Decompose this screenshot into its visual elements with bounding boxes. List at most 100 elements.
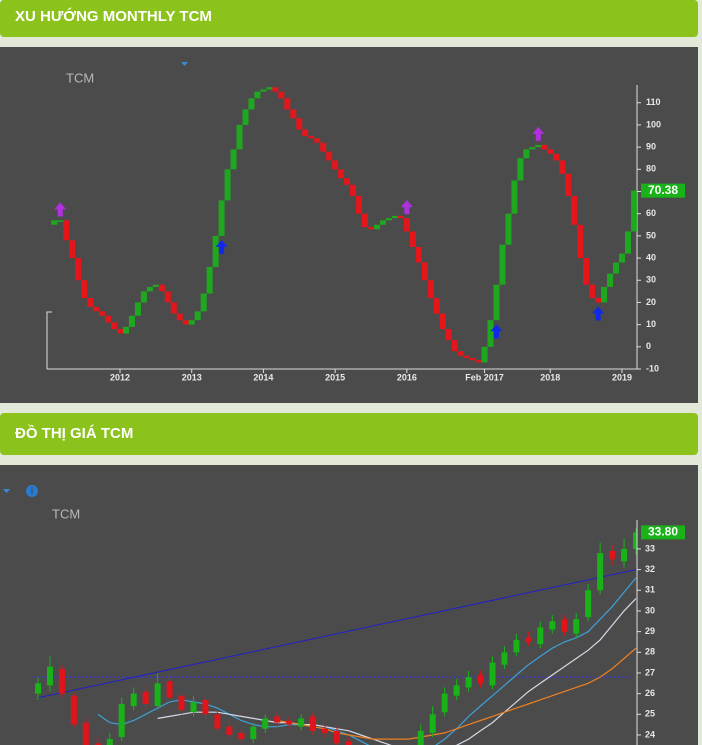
- trend-bar: [117, 329, 123, 334]
- trend-bar: [613, 262, 620, 274]
- candle-body: [345, 741, 352, 745]
- y-tick-label: 110: [646, 97, 661, 107]
- trend-bar: [260, 89, 267, 92]
- trend-bar: [433, 298, 440, 314]
- trend-bar: [409, 231, 416, 247]
- y-tick-label: 30: [646, 275, 656, 285]
- candle-body: [250, 726, 257, 740]
- trend-bar: [547, 149, 554, 154]
- trend-bar: [266, 87, 273, 90]
- x-tick-label: 2018: [540, 372, 560, 382]
- candle-body: [561, 619, 568, 632]
- trend-bar: [630, 190, 637, 232]
- trend-bar: [350, 184, 357, 196]
- trend-bar: [182, 320, 189, 325]
- symbol-label: TCM: [52, 506, 80, 521]
- candle-body: [322, 728, 329, 733]
- trend-bar: [583, 258, 590, 285]
- trend-bar: [290, 109, 297, 119]
- trend-bar: [451, 340, 458, 352]
- trend-bar: [439, 313, 446, 330]
- x-tick-label: Feb 2017: [465, 372, 504, 382]
- candle-body: [286, 720, 293, 725]
- x-tick-label: 2012: [110, 372, 130, 382]
- trend-bar: [75, 258, 82, 281]
- trend-bar: [218, 200, 225, 236]
- trend-bar: [511, 180, 518, 214]
- trend-bar: [565, 173, 572, 196]
- candle-body: [429, 714, 436, 733]
- trend-bar: [624, 231, 631, 254]
- trend-bar: [332, 160, 339, 170]
- trend-bar: [99, 311, 106, 316]
- signal-arrow: [490, 324, 503, 339]
- candle-body: [298, 718, 305, 727]
- trend-bar: [356, 195, 363, 214]
- y-tick-label: 90: [646, 142, 656, 152]
- trend-bar: [254, 91, 261, 99]
- trend-bar: [140, 291, 147, 303]
- trend-bar: [308, 136, 315, 139]
- trend-bar: [445, 329, 452, 341]
- candle-body: [465, 677, 472, 688]
- last-value-box: [641, 183, 685, 198]
- trend-bar: [457, 351, 464, 356]
- x-tick-label: 2016: [397, 372, 417, 382]
- trend-bar: [105, 315, 112, 323]
- trend-bar: [541, 144, 548, 150]
- trend-bar: [248, 98, 255, 110]
- candle-body: [166, 681, 173, 698]
- x-tick-label: 2013: [182, 372, 202, 382]
- trend-bar: [284, 98, 291, 110]
- dropdown-icon[interactable]: [181, 62, 188, 66]
- y-tick-label: 28: [645, 647, 655, 657]
- y-tick-label: 32: [645, 564, 655, 574]
- trend-bar: [224, 169, 231, 201]
- trend-bar: [302, 129, 309, 137]
- trend-bar: [63, 220, 70, 241]
- trend-bar: [296, 118, 303, 130]
- info-icon[interactable]: [26, 485, 38, 497]
- trend-bar: [379, 220, 386, 225]
- y-tick-label: 24: [645, 729, 655, 739]
- trend-bar: [607, 273, 614, 287]
- trend-bar: [553, 153, 560, 161]
- dropdown-icon[interactable]: [3, 489, 10, 493]
- candle-body: [35, 683, 41, 694]
- x-tick-label: 2014: [253, 372, 273, 382]
- chart-panel: [0, 47, 698, 403]
- trend-bar: [475, 360, 482, 363]
- candle-body: [142, 691, 149, 704]
- candle-body: [202, 699, 209, 715]
- y-tick-label: 26: [645, 688, 655, 698]
- y-tick-label: -10: [646, 363, 659, 373]
- candle-body: [417, 730, 424, 745]
- last-value-box: [641, 525, 685, 540]
- candle-body: [190, 701, 197, 713]
- y-tick-label: 25: [645, 709, 655, 719]
- signal-arrow: [400, 200, 413, 215]
- candle-body: [214, 714, 221, 729]
- candle-body: [154, 683, 161, 707]
- trend-bar: [134, 302, 141, 316]
- trend-line: [37, 569, 637, 699]
- trend-bar: [373, 224, 380, 230]
- trend-bar: [421, 262, 428, 281]
- y-tick-label: 0: [646, 341, 651, 351]
- candle-body: [178, 695, 185, 711]
- candle-body: [501, 652, 508, 665]
- candle-body: [130, 693, 137, 707]
- trend-bar: [87, 298, 94, 307]
- trend-bar: [535, 144, 542, 148]
- header-title: XU HƯỚNG MONTHLY TCM: [15, 7, 212, 25]
- moving-average: [97, 577, 637, 745]
- candle-body: [621, 548, 628, 562]
- y-tick-label: 80: [646, 164, 656, 174]
- candle-body: [58, 668, 65, 694]
- trend-bar: [589, 284, 596, 298]
- x-tick-label: 2015: [325, 372, 345, 382]
- trend-bar: [272, 87, 279, 92]
- plot-area: [33, 528, 637, 745]
